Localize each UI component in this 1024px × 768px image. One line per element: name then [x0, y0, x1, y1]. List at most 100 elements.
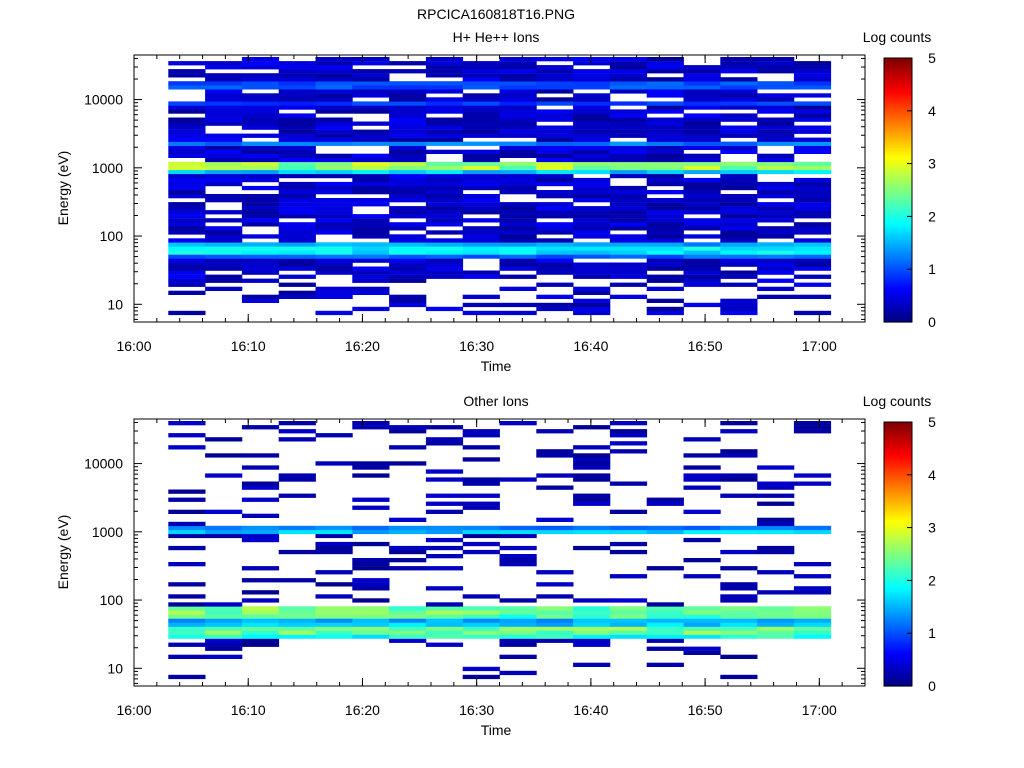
heatmap-cell: [720, 113, 758, 118]
heatmap-cell: [536, 194, 574, 199]
heatmap-cell: [352, 562, 390, 567]
y-tick-label: 100: [100, 592, 124, 608]
heatmap-cell: [389, 198, 427, 203]
heatmap-cell: [757, 61, 795, 66]
heatmap-cell: [315, 73, 353, 78]
heatmap-cell: [720, 149, 758, 154]
heatmap-cell: [757, 493, 795, 498]
heatmap-cell: [352, 218, 390, 223]
colorbar-segment: [884, 494, 912, 497]
heatmap-cell: [609, 194, 648, 199]
heatmap-cell: [793, 473, 832, 478]
colorbar-segment: [884, 574, 912, 578]
heatmap-cell: [793, 274, 832, 279]
heatmap-cell: [536, 250, 574, 255]
heatmap-cell: [499, 286, 537, 291]
heatmap-cell: [241, 250, 280, 255]
heatmap-cell: [278, 61, 316, 66]
colorbar-segment: [884, 192, 912, 195]
y-tick-label: 1000: [92, 524, 123, 540]
heatmap-cell: [573, 250, 611, 255]
heatmap-cell: [646, 274, 684, 279]
heatmap-cell: [609, 429, 648, 434]
heatmap-cell: [352, 586, 390, 591]
heatmap-cell: [683, 202, 721, 207]
colorbar-segment: [884, 82, 912, 86]
heatmap-cell: [683, 65, 721, 70]
heatmap-cell: [462, 161, 500, 167]
heatmap-cell: [793, 238, 832, 243]
colorbar-segment: [884, 208, 912, 212]
heatmap-cell: [720, 246, 758, 251]
heatmap-cell: [720, 453, 758, 458]
colorbar-segment: [884, 272, 912, 276]
heatmap-cell: [536, 190, 574, 195]
heatmap-cell: [683, 242, 721, 247]
heatmap-cell: [352, 89, 390, 94]
heatmap-cell: [241, 101, 280, 106]
heatmap-cell: [241, 497, 280, 502]
colorbar-segment: [884, 677, 912, 681]
heatmap-cell: [168, 497, 206, 502]
heatmap-cell: [241, 298, 280, 303]
heatmap-cell: [352, 598, 390, 603]
heatmap-cell: [499, 181, 537, 187]
colorbar-segment: [884, 284, 912, 288]
heatmap-cell: [241, 105, 280, 110]
colorbar-segment: [884, 430, 912, 433]
heatmap-cell: [646, 61, 684, 66]
heatmap-cell: [573, 242, 611, 247]
heatmap-cell: [315, 230, 353, 235]
heatmap-cell: [683, 73, 721, 78]
heatmap-cell: [757, 85, 795, 90]
heatmap-cell: [757, 210, 795, 215]
heatmap-cell: [425, 57, 464, 62]
heatmap-cell: [462, 210, 500, 215]
heatmap-cell: [536, 453, 574, 458]
colorbar-segment: [884, 591, 912, 594]
colorbar-segment: [884, 459, 912, 462]
heatmap-cell: [573, 177, 611, 183]
heatmap-cell: [683, 634, 721, 639]
heatmap-cell: [389, 294, 427, 299]
heatmap-cell: [389, 266, 427, 271]
heatmap-cell: [315, 618, 353, 623]
heatmap-cell: [793, 85, 832, 90]
heatmap-cell: [168, 177, 206, 183]
heatmap-cell: [720, 306, 758, 312]
heatmap-cell: [352, 77, 390, 82]
x-axis: 16:00 16:10 16:20 16:30 16:40 16:50 17:00: [116, 55, 866, 354]
heatmap-cell: [720, 449, 758, 454]
heatmap-cell: [646, 525, 684, 531]
heatmap-cell: [462, 234, 500, 239]
heatmap-cell: [793, 574, 832, 579]
heatmap-cell: [168, 254, 206, 259]
heatmap-cell: [462, 614, 500, 619]
heatmap-cell: [757, 529, 795, 535]
heatmap-cell: [425, 125, 464, 130]
heatmap-cell: [425, 137, 464, 142]
heatmap-cell: [425, 610, 464, 615]
heatmap-cell: [389, 425, 427, 430]
heatmap-cell: [609, 262, 648, 267]
heatmap-cell: [462, 610, 500, 615]
heatmap-cell: [536, 622, 574, 627]
colorbar-segment: [884, 239, 912, 243]
colorbar-segment: [884, 286, 912, 290]
heatmap-cell: [389, 206, 427, 211]
heatmap-cell: [609, 161, 648, 167]
heatmap-cell: [609, 614, 648, 619]
heatmap-cell: [573, 545, 611, 551]
colorbar-segment: [884, 113, 912, 117]
x-tick-label: 16:50: [688, 702, 723, 718]
heatmap-cell: [389, 445, 427, 450]
heatmap-cell: [278, 626, 316, 631]
colorbar-segment: [884, 130, 912, 133]
heatmap-cell: [573, 81, 611, 86]
heatmap-cell: [241, 485, 280, 490]
heatmap-cell: [352, 274, 390, 279]
heatmap-cell: [720, 77, 758, 82]
colorbar-segment: [884, 280, 912, 284]
heatmap-cell: [315, 218, 353, 223]
